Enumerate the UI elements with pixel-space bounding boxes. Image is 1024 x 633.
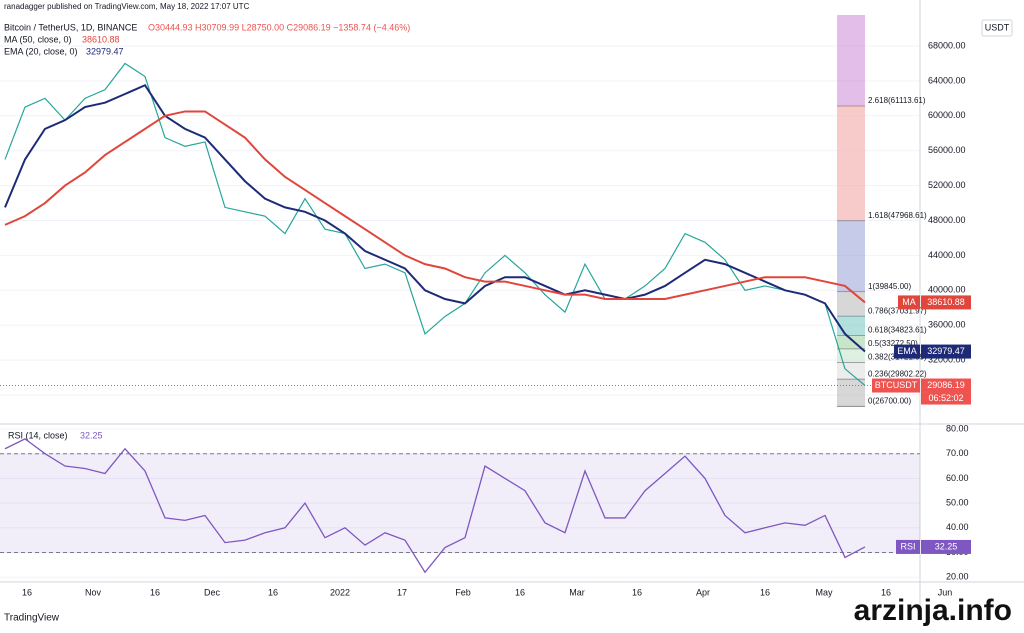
fib-zone — [837, 379, 865, 407]
rsi-line — [4, 438, 866, 574]
fib-label: 1(39845.00) — [868, 282, 911, 291]
x-tick-label: 16 — [632, 587, 642, 597]
tag-value-bg — [921, 539, 971, 554]
fib-label: 0.786(37031.97) — [868, 306, 927, 315]
rsi-tick-label: 70.00 — [946, 448, 969, 458]
tag-value-bg — [921, 378, 971, 393]
y-tick-label: 44000.00 — [928, 250, 966, 260]
tag-name: BTCUSDT — [875, 380, 918, 390]
price-line — [4, 62, 866, 386]
fib-zone — [837, 291, 865, 317]
y-tick-label: 56000.00 — [928, 145, 966, 155]
rsi-band — [0, 453, 920, 553]
fib-label: 0(26700.00) — [868, 396, 911, 405]
tag-name-bg — [894, 344, 920, 359]
tag-value-bg — [921, 295, 971, 310]
y-tick-label: 60000.00 — [928, 110, 966, 120]
tag-name-bg — [896, 539, 920, 554]
tag-value: 32.25 — [935, 541, 958, 551]
tag-value: 32979.47 — [927, 346, 965, 356]
tag-value: 29086.19 — [927, 380, 965, 390]
symbol: Bitcoin / TetherUS, 1D, BINANCE — [4, 22, 137, 32]
y-tick-label: 36000.00 — [928, 320, 966, 330]
fib-label: 0.618(34823.61) — [868, 326, 927, 335]
fib-label: 0.236(29802.22) — [868, 369, 927, 378]
fib-label: 2.618(61113.61) — [868, 96, 926, 105]
rsi-legend-value: 32.25 — [80, 430, 103, 440]
ma-legend-value: 38610.88 — [82, 34, 120, 44]
tag-name-bg — [872, 378, 920, 393]
fib-zone — [837, 220, 865, 292]
tag-name-bg — [898, 295, 920, 310]
x-tick-label: 16 — [268, 587, 278, 597]
fib-zone — [837, 362, 865, 380]
x-tick-label: 2022 — [330, 587, 350, 597]
currency: USDT — [985, 22, 1010, 32]
countdown: 06:52:02 — [928, 393, 963, 403]
y-tick-label: 52000.00 — [928, 180, 966, 190]
x-tick-label: 16 — [22, 587, 32, 597]
fib-zone — [837, 106, 865, 221]
y-tick-label: 40000.00 — [928, 285, 966, 295]
indicator-line — [4, 84, 866, 353]
x-tick-label: Feb — [455, 587, 471, 597]
tag-name: MA — [902, 297, 916, 307]
currency-button[interactable] — [981, 19, 1013, 37]
rsi-tick-label: 40.00 — [946, 522, 969, 532]
rsi-tick-label: 50.00 — [946, 497, 969, 507]
x-tick-label: 16 — [150, 587, 160, 597]
publisher: ranadagger published on TradingView.com,… — [4, 2, 250, 11]
indicator-line — [4, 110, 866, 304]
fib-label: 1.618(47968.61) — [868, 211, 927, 220]
ema-legend: EMA (20, close, 0) — [4, 46, 78, 56]
fib-zone — [837, 15, 865, 107]
x-tick-label: Mar — [569, 587, 585, 597]
fib-zone — [837, 316, 865, 336]
tag-value-bg — [921, 344, 971, 359]
rsi-tick-label: 20.00 — [946, 572, 969, 582]
y-tick-label: 68000.00 — [928, 40, 966, 50]
x-tick-label: Nov — [85, 587, 102, 597]
rsi-legend: RSI (14, close) — [8, 430, 68, 440]
ohlc: O30444.93 H30709.99 L28750.00 C29086.19 … — [148, 22, 410, 32]
rsi-tick-label: 80.00 — [946, 423, 969, 433]
x-tick-label: Apr — [696, 587, 710, 597]
fib-label: 0.5(33272.50) — [868, 339, 918, 348]
x-tick-label: 16 — [760, 587, 770, 597]
ema-legend-value: 32979.47 — [86, 46, 124, 56]
x-tick-label: 16 — [881, 587, 891, 597]
x-tick-label: May — [815, 587, 833, 597]
x-tick-label: 17 — [397, 587, 407, 597]
y-tick-label: 32000.00 — [928, 354, 966, 364]
tag-name: EMA — [897, 346, 917, 356]
tag-name: RSI — [900, 541, 915, 551]
y-tick-label: 64000.00 — [928, 75, 966, 85]
x-tick-label: Jun — [938, 587, 953, 597]
tag-value: 38610.88 — [927, 297, 965, 307]
rsi-tick-label: 60.00 — [946, 473, 969, 483]
watermark: arzinja.info — [854, 594, 1012, 627]
footer: TradingView — [4, 613, 60, 624]
y-tick-label: 48000.00 — [928, 215, 966, 225]
fib-zone — [837, 348, 865, 363]
countdown-bg — [921, 392, 971, 405]
x-tick-label: 16 — [515, 587, 525, 597]
ma-legend: MA (50, close, 0) — [4, 34, 72, 44]
x-tick-label: Dec — [204, 587, 221, 597]
